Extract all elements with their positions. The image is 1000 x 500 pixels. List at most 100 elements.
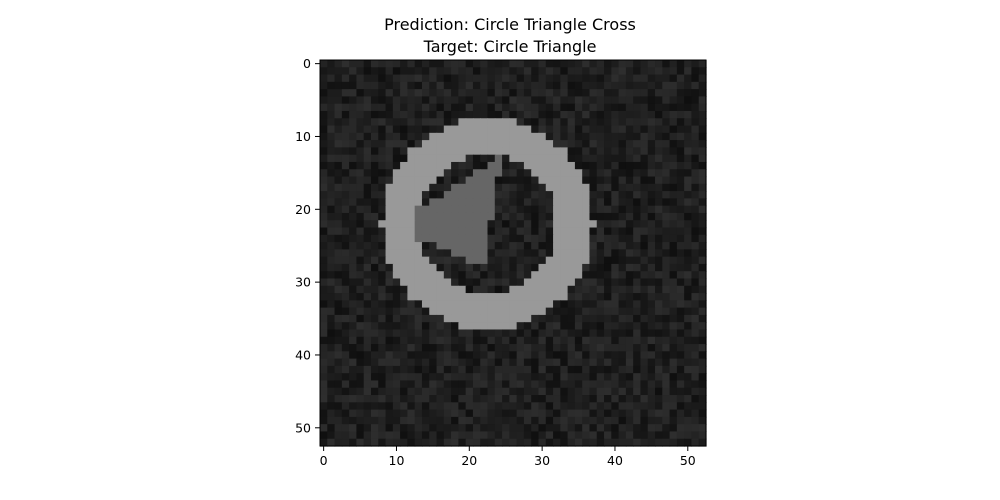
image-pixel (560, 234, 569, 243)
image-pixel (378, 74, 387, 83)
image-pixel (487, 89, 496, 98)
image-pixel (436, 438, 445, 447)
image-pixel (647, 395, 656, 403)
image-pixel (684, 438, 693, 447)
image-pixel (560, 60, 569, 68)
image-pixel (341, 336, 350, 345)
image-pixel (465, 74, 474, 83)
image-pixel (480, 74, 489, 83)
image-pixel (385, 285, 394, 294)
image-pixel (640, 256, 649, 265)
image-pixel (640, 263, 649, 272)
image-pixel (356, 300, 365, 309)
image-pixel (436, 256, 445, 265)
image-pixel (567, 242, 576, 250)
image-pixel (611, 285, 620, 294)
image-pixel (604, 409, 612, 418)
image-pixel (429, 60, 438, 68)
image-pixel (545, 278, 554, 287)
x-tick-label: 20 (461, 453, 477, 468)
image-pixel (567, 125, 576, 134)
image-pixel (502, 169, 510, 178)
image-pixel (676, 278, 685, 287)
image-pixel (698, 314, 707, 323)
image-pixel (436, 110, 445, 119)
image-pixel (494, 307, 503, 316)
image-pixel (596, 183, 605, 192)
image-pixel (545, 67, 554, 76)
image-pixel (341, 74, 350, 83)
image-pixel (611, 278, 620, 287)
image-pixel (392, 300, 401, 309)
image-pixel (691, 125, 700, 134)
image-pixel (472, 81, 481, 90)
image-pixel (385, 67, 394, 76)
image-pixel (334, 285, 343, 294)
image-pixel (662, 307, 671, 316)
image-pixel (538, 256, 547, 265)
image-pixel (691, 365, 700, 374)
image-pixel (400, 358, 408, 367)
image-pixel (523, 125, 532, 134)
image-pixel (494, 351, 503, 360)
image-pixel (625, 395, 634, 403)
image-pixel (647, 60, 656, 68)
image-pixel (582, 424, 591, 433)
image-pixel (691, 96, 700, 105)
image-pixel (334, 344, 343, 352)
image-pixel (370, 278, 379, 287)
image-pixel (400, 227, 408, 236)
image-pixel (436, 198, 445, 207)
image-pixel (494, 329, 503, 338)
image-pixel (611, 402, 620, 411)
image-pixel (553, 227, 561, 236)
image-pixel (538, 314, 547, 323)
image-pixel (429, 176, 438, 185)
image-pixel (545, 198, 554, 207)
image-pixel (429, 140, 438, 148)
image-pixel (385, 365, 394, 374)
image-pixel (443, 387, 452, 396)
image-pixel (523, 351, 532, 360)
image-pixel (385, 140, 394, 148)
image-pixel (341, 416, 350, 425)
image-pixel (320, 234, 328, 243)
image-pixel (414, 285, 423, 294)
image-pixel (400, 147, 408, 156)
image-pixel (647, 169, 656, 178)
image-pixel (676, 256, 685, 265)
image-pixel (443, 380, 452, 389)
image-pixel (480, 110, 489, 119)
image-pixel (676, 198, 685, 207)
image-pixel (327, 227, 336, 236)
image-pixel (458, 344, 467, 352)
image-pixel (633, 132, 642, 141)
image-pixel (589, 161, 598, 170)
image-pixel (618, 183, 627, 192)
image-pixel (443, 191, 452, 199)
image-pixel (574, 256, 583, 265)
image-pixel (676, 110, 685, 119)
image-pixel (669, 198, 678, 207)
image-pixel (400, 424, 408, 433)
image-pixel (669, 431, 678, 440)
image-pixel (684, 300, 693, 309)
image-pixel (363, 263, 372, 272)
image-pixel (480, 176, 489, 185)
image-pixel (458, 103, 467, 112)
image-pixel (582, 74, 591, 83)
image-pixel (691, 351, 700, 360)
image-pixel (385, 329, 394, 338)
image-pixel (698, 191, 707, 199)
image-pixel (633, 205, 642, 214)
image-pixel (320, 409, 328, 418)
image-pixel (523, 431, 532, 440)
image-pixel (421, 234, 430, 243)
image-pixel (567, 395, 576, 403)
image-pixel (494, 365, 503, 374)
image-pixel (509, 205, 518, 214)
image-pixel (327, 132, 336, 141)
image-pixel (363, 438, 372, 447)
image-pixel (574, 103, 583, 112)
image-pixel (502, 234, 510, 243)
